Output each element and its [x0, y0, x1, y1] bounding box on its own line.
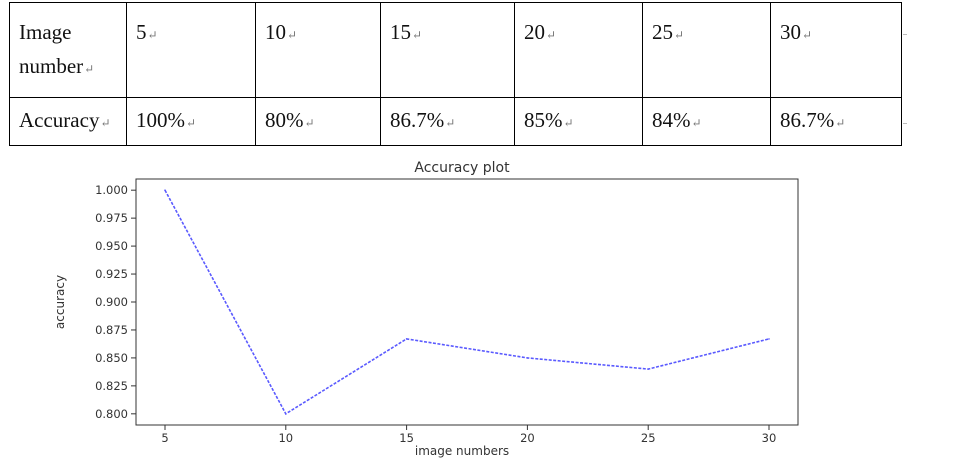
cell-value: 86.7%	[780, 108, 835, 132]
table-cell: 5↵	[126, 2, 256, 98]
results-table: Image number↵ 5↵ 10↵ 15↵ 20↵ 25↵ 30↵ Acc…	[9, 2, 902, 146]
table-cell: 20↵	[514, 2, 643, 98]
x-axis: 5 10 15 20 25 30	[161, 425, 776, 445]
table-cell: 30↵	[770, 2, 902, 98]
chart-title: Accuracy plot	[414, 160, 510, 176]
table-edge-mark	[903, 123, 907, 124]
paragraph-mark: ↵	[802, 28, 813, 42]
y-tick-label: 1.000	[95, 183, 128, 197]
paragraph-mark: ↵	[100, 116, 111, 130]
x-tick-label: 30	[762, 431, 777, 445]
table-cell: 80%↵	[255, 97, 381, 146]
y-tick-label: 0.900	[95, 295, 128, 309]
paragraph-mark: ↵	[445, 116, 456, 130]
cell-value: 85%	[524, 108, 563, 132]
paragraph-mark: ↵	[147, 28, 158, 42]
paragraph-mark: ↵	[835, 116, 846, 130]
paragraph-mark: ↵	[546, 28, 557, 42]
cell-value: 10	[265, 20, 286, 44]
y-tick-label: 0.825	[95, 379, 128, 393]
x-tick-label: 5	[161, 431, 168, 445]
table-cell: 100%↵	[126, 97, 256, 146]
cell-value: 80%	[265, 108, 304, 132]
row-label-image-number: Image number	[19, 20, 84, 78]
paragraph-mark: ↵	[186, 116, 197, 130]
y-tick-label: 0.925	[95, 267, 128, 281]
paragraph-mark: ↵	[674, 28, 685, 42]
y-axis-label: accuracy	[53, 275, 67, 329]
cell-value: 25	[652, 20, 673, 44]
x-tick-label: 25	[641, 431, 656, 445]
data-point	[768, 338, 770, 340]
data-point	[526, 357, 529, 359]
cell-value: 84%	[652, 108, 691, 132]
table-row-accuracy: Accuracy↵ 100%↵ 80%↵ 86.7%↵ 85%↵ 84%↵ 86…	[9, 97, 902, 146]
cell-value: 100%	[136, 108, 185, 132]
table-cell: 84%↵	[642, 97, 771, 146]
accuracy-line-chart: 0.800 0.825 0.850 0.875 0.900 0.925 0.950 0.975…	[53, 160, 799, 458]
table-row-image-number: Image number↵ 5↵ 10↵ 15↵ 20↵ 25↵ 30↵	[9, 2, 902, 98]
y-tick-label: 0.950	[95, 239, 128, 253]
data-point	[647, 368, 650, 370]
row-label-accuracy: Accuracy	[19, 108, 100, 132]
data-point	[284, 413, 287, 415]
table-header-cell: Accuracy↵	[9, 97, 127, 146]
y-tick-label: 0.800	[95, 407, 128, 421]
table-header-cell: Image number↵	[9, 2, 127, 98]
y-tick-label: 0.850	[95, 351, 128, 365]
table-cell: 86.7%↵	[770, 97, 902, 146]
x-tick-label: 20	[520, 431, 535, 445]
y-tick-label: 0.975	[95, 211, 128, 225]
table-cell: 86.7%↵	[380, 97, 515, 146]
data-point	[405, 338, 408, 340]
paragraph-mark: ↵	[287, 28, 298, 42]
accuracy-series-line	[164, 189, 770, 415]
table-edge-mark	[903, 34, 907, 35]
paragraph-mark: ↵	[691, 116, 702, 130]
x-tick-label: 15	[399, 431, 414, 445]
x-tick-label: 10	[278, 431, 293, 445]
table-cell: 25↵	[642, 2, 771, 98]
paragraph-mark: ↵	[563, 116, 574, 130]
table-cell: 85%↵	[514, 97, 643, 146]
cell-value: 5	[136, 20, 147, 44]
y-axis: 0.800 0.825 0.850 0.875 0.900 0.925 0.950 0.975…	[95, 183, 136, 421]
data-point	[164, 189, 166, 191]
y-tick-label: 0.875	[95, 323, 128, 337]
cell-value: 15	[390, 20, 411, 44]
paragraph-mark: ↵	[84, 62, 95, 76]
paragraph-mark: ↵	[304, 116, 315, 130]
x-axis-label: image numbers	[415, 444, 509, 458]
cell-value: 86.7%	[390, 108, 445, 132]
cell-value: 30	[780, 20, 801, 44]
cell-value: 20	[524, 20, 545, 44]
plot-area	[135, 178, 799, 426]
paragraph-mark: ↵	[412, 28, 423, 42]
table-cell: 15↵	[380, 2, 515, 98]
table-cell: 10↵	[255, 2, 381, 98]
data-points	[164, 189, 770, 415]
